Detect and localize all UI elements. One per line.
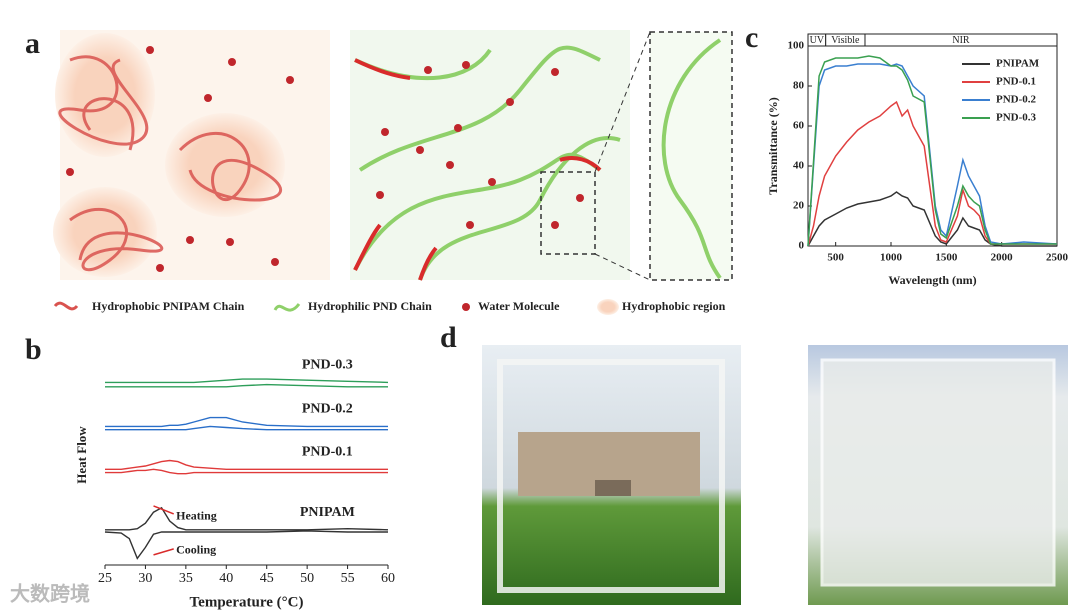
x-tick-label: 1500: [935, 252, 958, 264]
x-tick-label: 500: [827, 252, 844, 264]
x-tick-label: 45: [260, 571, 274, 586]
y-tick-label: 100: [788, 40, 805, 52]
panel-a-illustration: [53, 30, 733, 281]
arrow: [153, 505, 175, 515]
dsc-curve: [105, 416, 388, 428]
legend-label: PND-0.2: [996, 94, 1037, 106]
x-tick-label: 35: [179, 571, 193, 586]
arrow: [153, 548, 174, 556]
x-tick-label: 40: [219, 571, 233, 586]
dsc-curve: [105, 425, 388, 431]
x-tick-label: 55: [341, 571, 355, 586]
x-axis-label: Wavelength (nm): [888, 273, 976, 287]
dsc-curve: [105, 383, 388, 388]
x-tick-label: 2500: [1046, 252, 1069, 264]
x-tick-label: 30: [138, 571, 152, 586]
y-axis-label: Heat Flow: [74, 426, 89, 484]
series-label: PND-0.3: [302, 358, 353, 373]
region-label: NIR: [952, 35, 970, 46]
series-label: PNIPAM: [300, 505, 355, 520]
panel-d-photos: [482, 345, 1068, 605]
panel-label: a: [25, 27, 40, 60]
panel-label: c: [745, 21, 758, 54]
x-tick-label: 50: [300, 571, 314, 586]
watermark: 大数跨境: [10, 582, 90, 606]
x-tick-label: 1000: [880, 252, 903, 264]
dsc-curve: [105, 459, 388, 470]
y-axis-label: Transmittance (%): [766, 97, 780, 194]
legend-a-text: Hydrophobic PNIPAM Chain: [92, 299, 245, 313]
legend-a-icons: [53, 299, 619, 315]
series-label: PND-0.1: [302, 445, 353, 460]
y-tick-label: 40: [793, 160, 805, 172]
series-label: PND-0.2: [302, 402, 353, 417]
annotation: Cooling: [176, 543, 216, 557]
dsc-curve: [104, 530, 388, 560]
region-label: UV: [810, 35, 825, 46]
y-tick-label: 20: [793, 200, 805, 212]
legend-a-text: Hydrophilic PND Chain: [308, 299, 432, 313]
dsc-curve: [105, 378, 389, 384]
x-tick-label: 2000: [991, 252, 1014, 264]
legend-label: PND-0.3: [996, 112, 1037, 124]
x-tick-label: 25: [98, 571, 112, 586]
legend-label: PNIPAM: [996, 58, 1040, 70]
dsc-curve: [105, 468, 388, 475]
x-axis-label: Temperature (°C): [190, 594, 304, 610]
legend-label: PND-0.1: [996, 76, 1036, 88]
dsc-curve: [105, 506, 389, 531]
series-line: [807, 55, 1057, 247]
y-tick-label: 60: [793, 120, 805, 132]
series-line: [807, 191, 1057, 247]
legend-a-text: Water Molecule: [478, 299, 560, 313]
annotation: Heating: [176, 509, 217, 523]
region-label: Visible: [831, 35, 860, 46]
series-line: [807, 63, 1058, 247]
series-line: [807, 100, 1057, 247]
panel-label: d: [440, 321, 457, 354]
x-tick-label: 60: [381, 571, 395, 586]
region-box: [864, 33, 1058, 47]
y-tick-label: 80: [793, 80, 805, 92]
legend-a-text: Hydrophobic region: [622, 299, 726, 313]
panel-label: b: [25, 333, 42, 366]
y-tick-label: 0: [799, 240, 805, 252]
